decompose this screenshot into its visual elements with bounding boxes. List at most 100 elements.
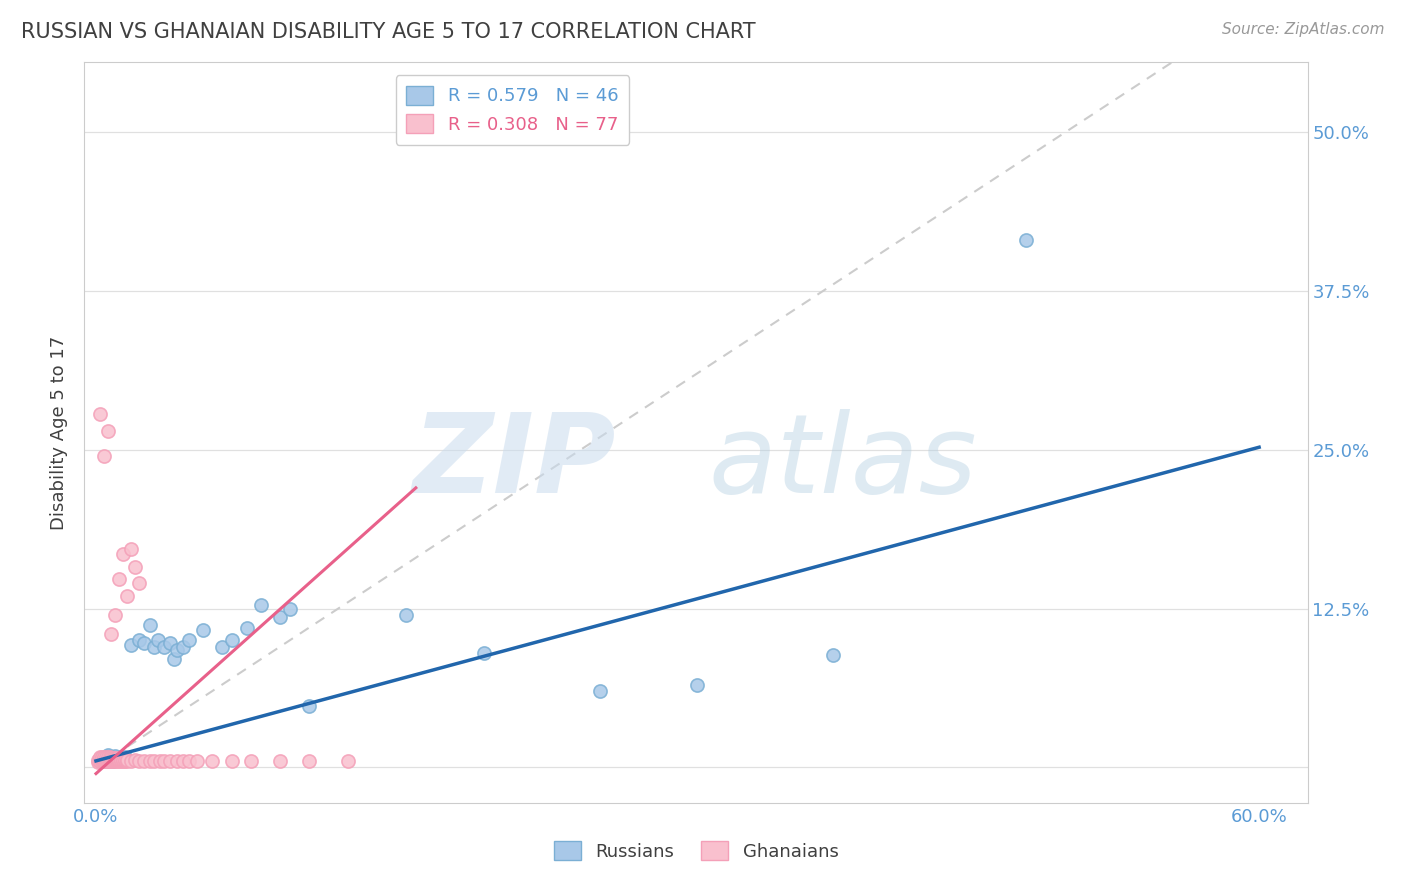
Point [89,754,111,768]
Point [162,652,184,666]
Point [1015,233,1038,247]
Point [98,754,121,768]
Point [90,753,112,767]
Point [94,750,117,764]
Point [240,754,263,768]
Point [89,750,111,764]
Point [143,640,166,654]
Point [821,648,844,663]
Point [97,424,120,438]
Point [97,750,120,764]
Point [94,750,117,764]
Point [177,633,200,648]
Point [90,753,112,767]
Point [249,598,271,612]
Point [98,750,121,764]
Point [93,751,115,765]
Text: atlas: atlas [709,409,977,516]
Y-axis label: Disability Age 5 to 17: Disability Age 5 to 17 [51,335,69,530]
Point [166,754,188,768]
Point [89,754,111,768]
Point [134,636,156,650]
Point [112,547,135,561]
Point [124,753,146,767]
Point [115,753,138,767]
Point [98,751,121,765]
Point [298,754,321,768]
Point [177,754,200,768]
Point [104,748,127,763]
Point [472,646,495,660]
Point [146,633,169,648]
Point [105,754,128,768]
Point [93,754,115,768]
Text: ZIP: ZIP [413,409,616,516]
Legend: Russians, Ghanaians: Russians, Ghanaians [547,834,845,868]
Point [112,753,135,767]
Point [278,601,301,615]
Point [103,751,125,765]
Point [221,754,243,768]
Point [98,751,121,765]
Point [124,559,146,574]
Point [211,640,233,654]
Point [120,638,142,652]
Point [100,627,122,641]
Point [87,755,110,769]
Point [90,754,112,768]
Point [112,754,135,768]
Point [98,754,121,768]
Point [337,754,360,768]
Point [97,753,120,767]
Point [104,753,127,767]
Point [115,754,138,768]
Point [686,678,709,692]
Point [93,751,115,765]
Point [89,751,111,765]
Point [159,754,181,768]
Point [110,751,132,765]
Point [269,754,291,768]
Point [89,407,111,421]
Point [93,750,115,764]
Point [100,750,122,764]
Point [104,754,127,768]
Point [149,754,172,768]
Point [153,754,176,768]
Point [128,633,150,648]
Point [108,753,131,767]
Point [100,753,122,767]
Point [94,753,117,767]
Point [94,754,117,768]
Point [114,750,136,764]
Point [103,751,125,765]
Point [191,623,214,637]
Point [153,640,176,654]
Point [159,636,181,650]
Point [103,754,125,768]
Point [186,754,208,768]
Point [105,751,128,765]
Point [103,754,125,768]
Point [269,610,291,624]
Point [94,754,117,768]
Point [97,753,120,767]
Point [94,751,117,765]
Point [172,754,194,768]
Point [87,753,110,767]
Text: Source: ZipAtlas.com: Source: ZipAtlas.com [1222,22,1385,37]
Point [98,753,121,767]
Point [90,751,112,765]
Point [104,607,127,622]
Point [201,754,224,768]
Point [108,572,131,586]
Point [115,589,138,603]
Point [108,753,131,767]
Point [108,754,131,768]
Point [221,633,243,648]
Point [128,576,150,591]
Point [110,753,132,767]
Point [143,754,166,768]
Point [100,751,122,765]
Point [93,449,115,463]
